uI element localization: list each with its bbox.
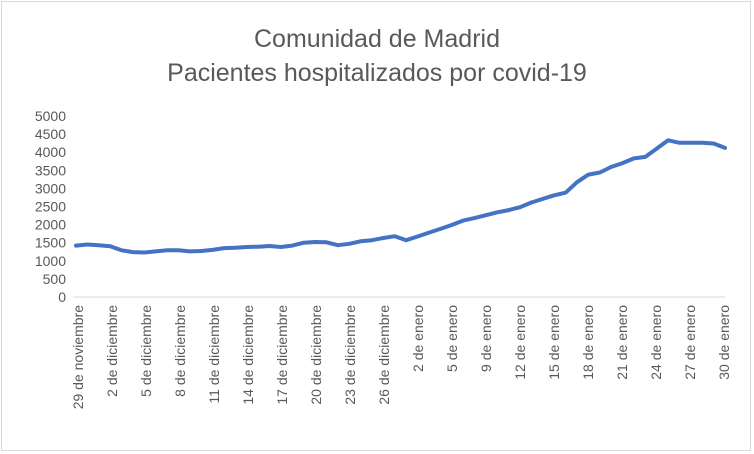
x-tick-label: 14 de diciembre (240, 305, 256, 405)
x-tick-label: 18 de enero (580, 305, 596, 380)
y-tick-label: 2500 (35, 199, 66, 215)
y-axis: 0 500 1000 1500 2000 2500 3000 3500 4000 4500 5000 (35, 108, 725, 305)
x-tick-label: 8 de diciembre (172, 305, 188, 397)
y-tick-label: 4000 (35, 144, 66, 160)
x-tick-label: 26 de diciembre (376, 305, 392, 405)
y-tick-label: 5000 (35, 108, 66, 124)
y-tick-label: 3000 (35, 180, 66, 196)
x-tick-label: 5 de diciembre (138, 305, 154, 397)
y-tick-label: 1000 (35, 253, 66, 269)
x-tick-label: 21 de enero (614, 305, 630, 380)
y-tick-label: 500 (43, 271, 67, 287)
x-tick-label: 23 de diciembre (342, 305, 358, 405)
y-tick-label: 0 (58, 289, 66, 305)
x-tick-label: 17 de diciembre (274, 305, 290, 405)
y-tick-label: 4500 (35, 126, 66, 142)
x-tick-label: 9 de enero (478, 305, 494, 372)
series-line (74, 138, 727, 255)
x-tick-label: 24 de enero (648, 305, 664, 380)
y-tick-label: 2000 (35, 217, 66, 233)
x-tick-label: 12 de enero (512, 305, 528, 380)
chart-title-line2: Pacientes hospitalizados por covid-19 (167, 59, 587, 87)
x-tick-label: 2 de diciembre (104, 305, 120, 397)
x-tick-label: 5 de enero (444, 305, 460, 372)
chart-title-line1: Comunidad de Madrid (254, 25, 500, 53)
x-tick-label: 2 de enero (410, 305, 426, 372)
x-axis: 29 de noviembre 2 de diciembre 5 de diciem… (70, 305, 732, 410)
x-tick-label: 27 de enero (682, 305, 698, 380)
x-tick-label: 15 de enero (546, 305, 562, 380)
x-tick-label: 29 de noviembre (70, 305, 86, 410)
y-tick-label: 3500 (35, 162, 66, 178)
x-tick-label: 11 de diciembre (206, 305, 222, 404)
series-layer (74, 138, 727, 255)
x-tick-label: 30 de enero (716, 305, 732, 380)
y-tick-label: 1500 (35, 235, 66, 251)
x-tick-label: 20 de diciembre (308, 305, 324, 405)
